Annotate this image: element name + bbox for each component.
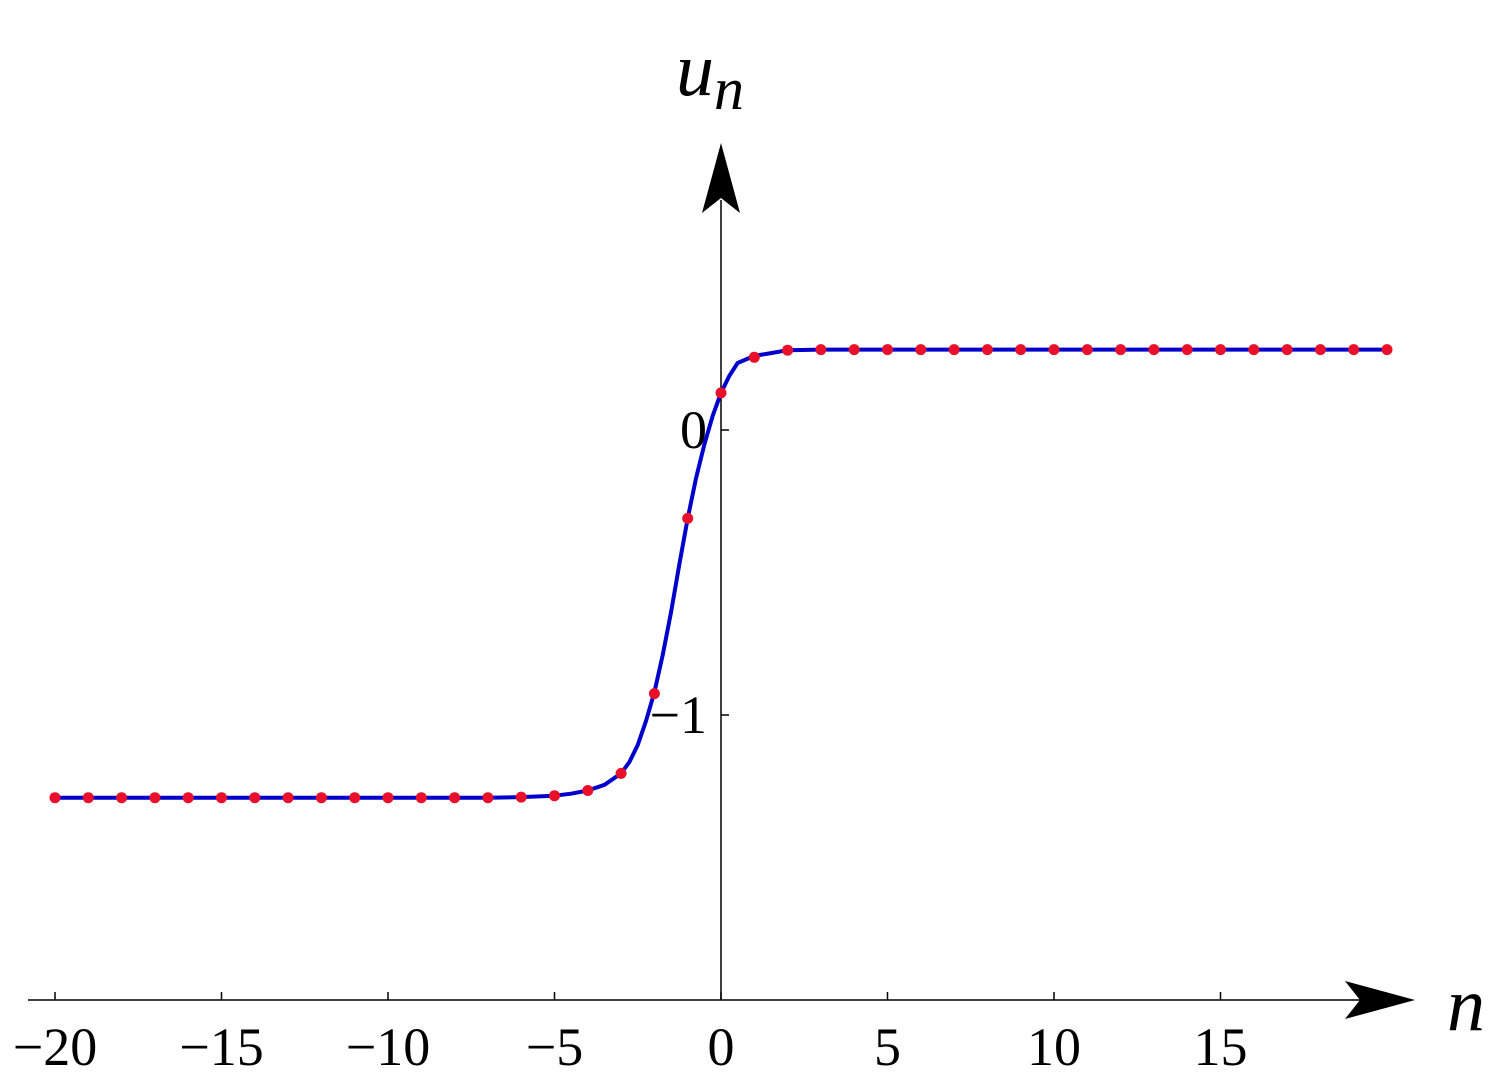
series-layer [49,344,1393,804]
data-point [848,344,860,356]
y-axis-label-base: u [676,28,714,112]
data-point [415,792,427,804]
data-point [216,792,227,804]
data-point [1348,344,1360,356]
data-point [1148,344,1160,356]
data-point [715,387,727,399]
data-point [1181,344,1193,356]
x-tick-label: −20 [13,1017,97,1077]
data-point [582,785,594,796]
x-tick-label: 0 [708,1017,735,1077]
x-tick-label: 15 [1194,1017,1248,1077]
data-point [182,792,194,804]
data-point [981,344,993,356]
data-point [82,792,94,804]
data-point [482,792,494,804]
y-axis-arrowhead [702,143,740,213]
y-axis-label-subscript: n [714,56,744,122]
data-point [1048,344,1060,356]
x-axis-arrowhead [1345,981,1415,1019]
data-point [515,791,527,803]
y-axis-label: un [676,28,744,122]
data-point [748,351,760,363]
data-point [1314,344,1326,356]
x-tick-label: −5 [526,1017,583,1077]
y-axis-ticks: 0−1 [650,400,729,745]
data-point [1081,344,1093,356]
data-point [682,512,694,524]
data-point [315,792,327,804]
data-point [349,792,361,804]
data-point [1248,344,1260,356]
data-point [49,792,61,804]
x-tick-label: −10 [346,1017,430,1077]
data-point [615,767,627,779]
data-point [882,344,893,356]
x-tick-label: −15 [179,1017,263,1077]
data-point [149,792,161,804]
x-tick-label: 10 [1027,1017,1081,1077]
data-point [1381,344,1393,356]
data-point [648,688,660,700]
data-point [549,790,560,802]
x-axis-ticks: −20 −15 −10 −5 0 5 10 15 [13,992,1248,1077]
data-point [815,344,827,356]
data-point [382,792,394,804]
data-point [282,792,294,804]
data-point [1281,344,1293,356]
data-point [1115,344,1127,356]
data-point [249,792,261,804]
data-point [948,344,960,356]
x-tick-label: 5 [874,1017,901,1077]
data-point [449,792,461,804]
data-point [782,344,794,356]
x-axis-label: n [1447,963,1485,1047]
data-point [1215,344,1226,356]
data-point [915,344,927,356]
data-point [116,792,128,804]
data-point [1015,344,1027,356]
axes [28,143,1415,1019]
